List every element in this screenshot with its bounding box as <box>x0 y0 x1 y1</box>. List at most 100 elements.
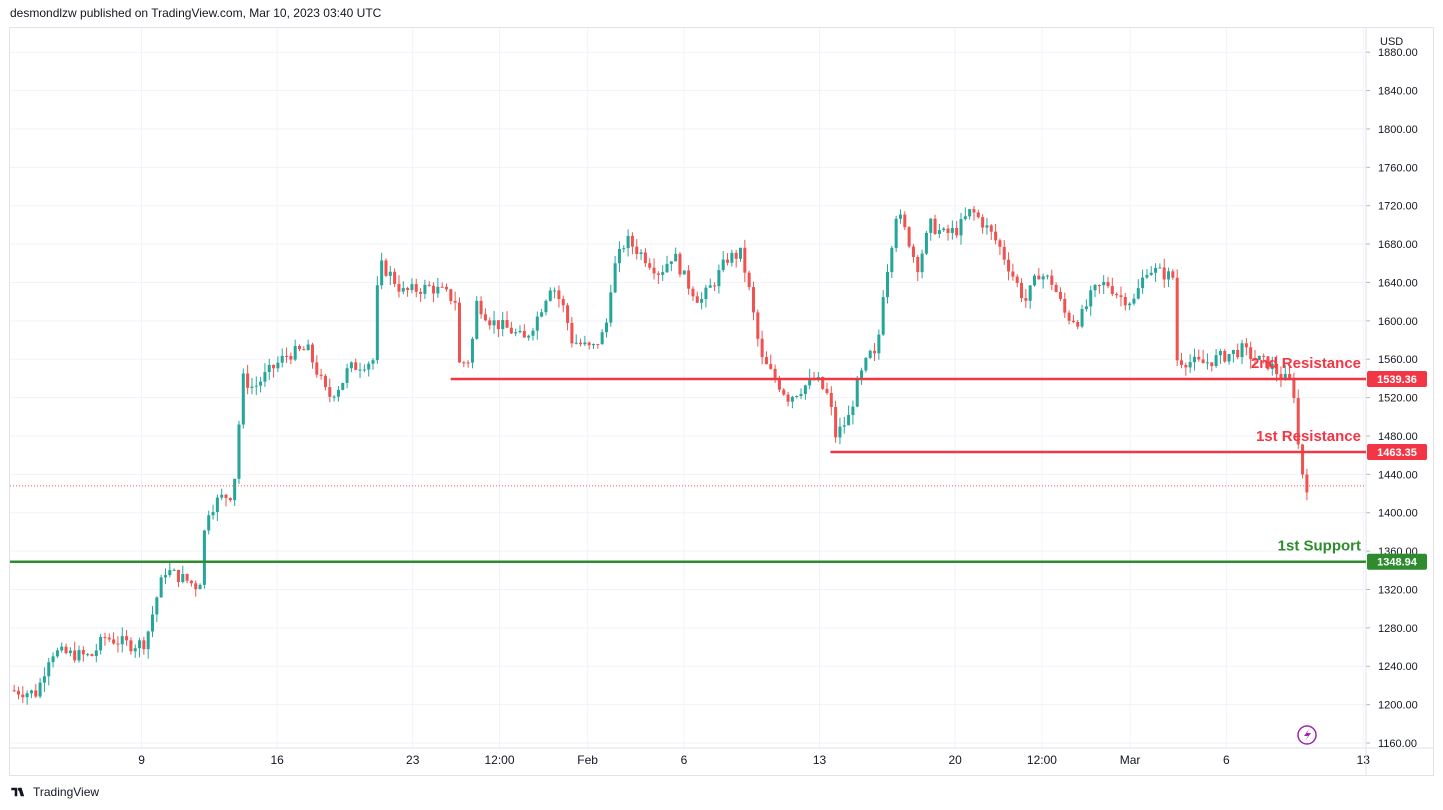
candle-down <box>1071 320 1075 322</box>
candle-up <box>540 312 544 317</box>
footer-brand: TradingView <box>33 785 100 799</box>
candle-down <box>566 305 570 323</box>
candle-down <box>310 344 314 363</box>
candle-up <box>1214 355 1218 367</box>
candle-down <box>756 312 760 339</box>
candle-up <box>254 385 258 387</box>
candle-up <box>172 569 176 571</box>
candle-up <box>790 396 794 402</box>
lightning-icon-glyph <box>1304 729 1311 741</box>
candle-up <box>682 270 686 275</box>
candle-up <box>1192 356 1196 363</box>
candle-up <box>470 338 474 363</box>
candle-down <box>1106 282 1110 287</box>
candle-down <box>466 362 470 364</box>
candle-down <box>769 364 773 369</box>
candle-down <box>1110 286 1114 295</box>
price-badge <box>1367 443 1427 460</box>
candle-down <box>483 314 487 321</box>
candle-down <box>289 355 293 360</box>
price-badge-label: 1348.94 <box>1377 557 1418 569</box>
candle-down <box>695 296 699 303</box>
candle-down <box>1050 275 1054 285</box>
candle-down <box>570 322 574 344</box>
candle-down <box>825 388 829 393</box>
resistance-label: 2nd Resistance <box>1251 355 1361 372</box>
candle-down <box>786 394 790 402</box>
candle-up <box>1205 362 1209 364</box>
candle-up <box>349 362 353 369</box>
x-tick-label: 13 <box>813 753 827 767</box>
candle-up <box>613 263 617 293</box>
candle-up <box>1231 349 1235 355</box>
candle-down <box>419 291 423 294</box>
candle-down <box>285 355 289 357</box>
candle-down <box>1097 285 1101 287</box>
candle-down <box>873 350 877 354</box>
x-tick-label: 6 <box>1223 753 1230 767</box>
candle-down <box>907 227 911 247</box>
price-badge-label: 1539.36 <box>1377 374 1417 386</box>
candle-up <box>531 330 535 336</box>
lightning-icon[interactable] <box>1297 725 1317 745</box>
candle-up <box>332 396 336 398</box>
candle-down <box>648 263 652 268</box>
candle-up <box>1141 277 1145 289</box>
currency-label: USD <box>1380 36 1403 48</box>
candle-down <box>1123 296 1127 306</box>
y-tick-label: 1480.00 <box>1378 431 1418 443</box>
candle-down <box>444 286 449 290</box>
candle-down <box>1223 351 1227 362</box>
candle-up <box>838 426 842 438</box>
candle-down <box>1058 291 1062 299</box>
candle-up <box>475 300 479 339</box>
candle-up <box>639 252 643 254</box>
candle-down <box>142 640 146 650</box>
candle-up <box>514 332 518 334</box>
candle-up <box>151 614 155 632</box>
candle-down <box>1288 373 1292 379</box>
candle-down <box>505 319 509 328</box>
x-tick-label: 12:00 <box>1027 753 1057 767</box>
candle-up <box>985 225 989 228</box>
candle-down <box>414 284 418 292</box>
candle-up <box>1089 290 1093 307</box>
candle-down <box>224 494 228 498</box>
candle-up <box>42 676 46 683</box>
candle-down <box>496 320 500 330</box>
candle-up <box>1041 276 1045 280</box>
candle-down <box>185 573 189 581</box>
candle-up <box>168 570 172 576</box>
candle-down <box>1063 298 1067 313</box>
candle-up <box>924 232 928 254</box>
candle-down <box>21 694 25 698</box>
candle-up <box>799 394 803 396</box>
candle-down <box>773 368 777 380</box>
candle-up <box>25 693 29 698</box>
candle-down <box>903 214 907 228</box>
candle-down <box>397 283 401 292</box>
candle-up <box>591 344 596 346</box>
candle-down <box>561 298 565 306</box>
candle-down <box>107 637 111 640</box>
candle-up <box>868 350 872 358</box>
candle-up <box>717 270 721 287</box>
candle-down <box>1184 364 1188 368</box>
candle-up <box>583 342 587 345</box>
candle-down <box>1007 259 1011 272</box>
candle-up <box>544 300 548 313</box>
candle-down <box>479 300 483 315</box>
candle-down <box>1249 347 1253 360</box>
candle-down <box>955 227 959 236</box>
y-tick-label: 1320.00 <box>1378 584 1418 596</box>
x-tick-label: 9 <box>138 753 145 767</box>
price-badge-label: 1463.35 <box>1377 447 1417 459</box>
candle-down <box>1162 267 1166 280</box>
candle-up <box>959 219 963 236</box>
y-tick-label: 1280.00 <box>1378 623 1418 635</box>
candle-down <box>1076 321 1080 327</box>
price-badge <box>1367 553 1427 570</box>
candle-up <box>1032 275 1037 286</box>
candle-down <box>1175 277 1179 361</box>
